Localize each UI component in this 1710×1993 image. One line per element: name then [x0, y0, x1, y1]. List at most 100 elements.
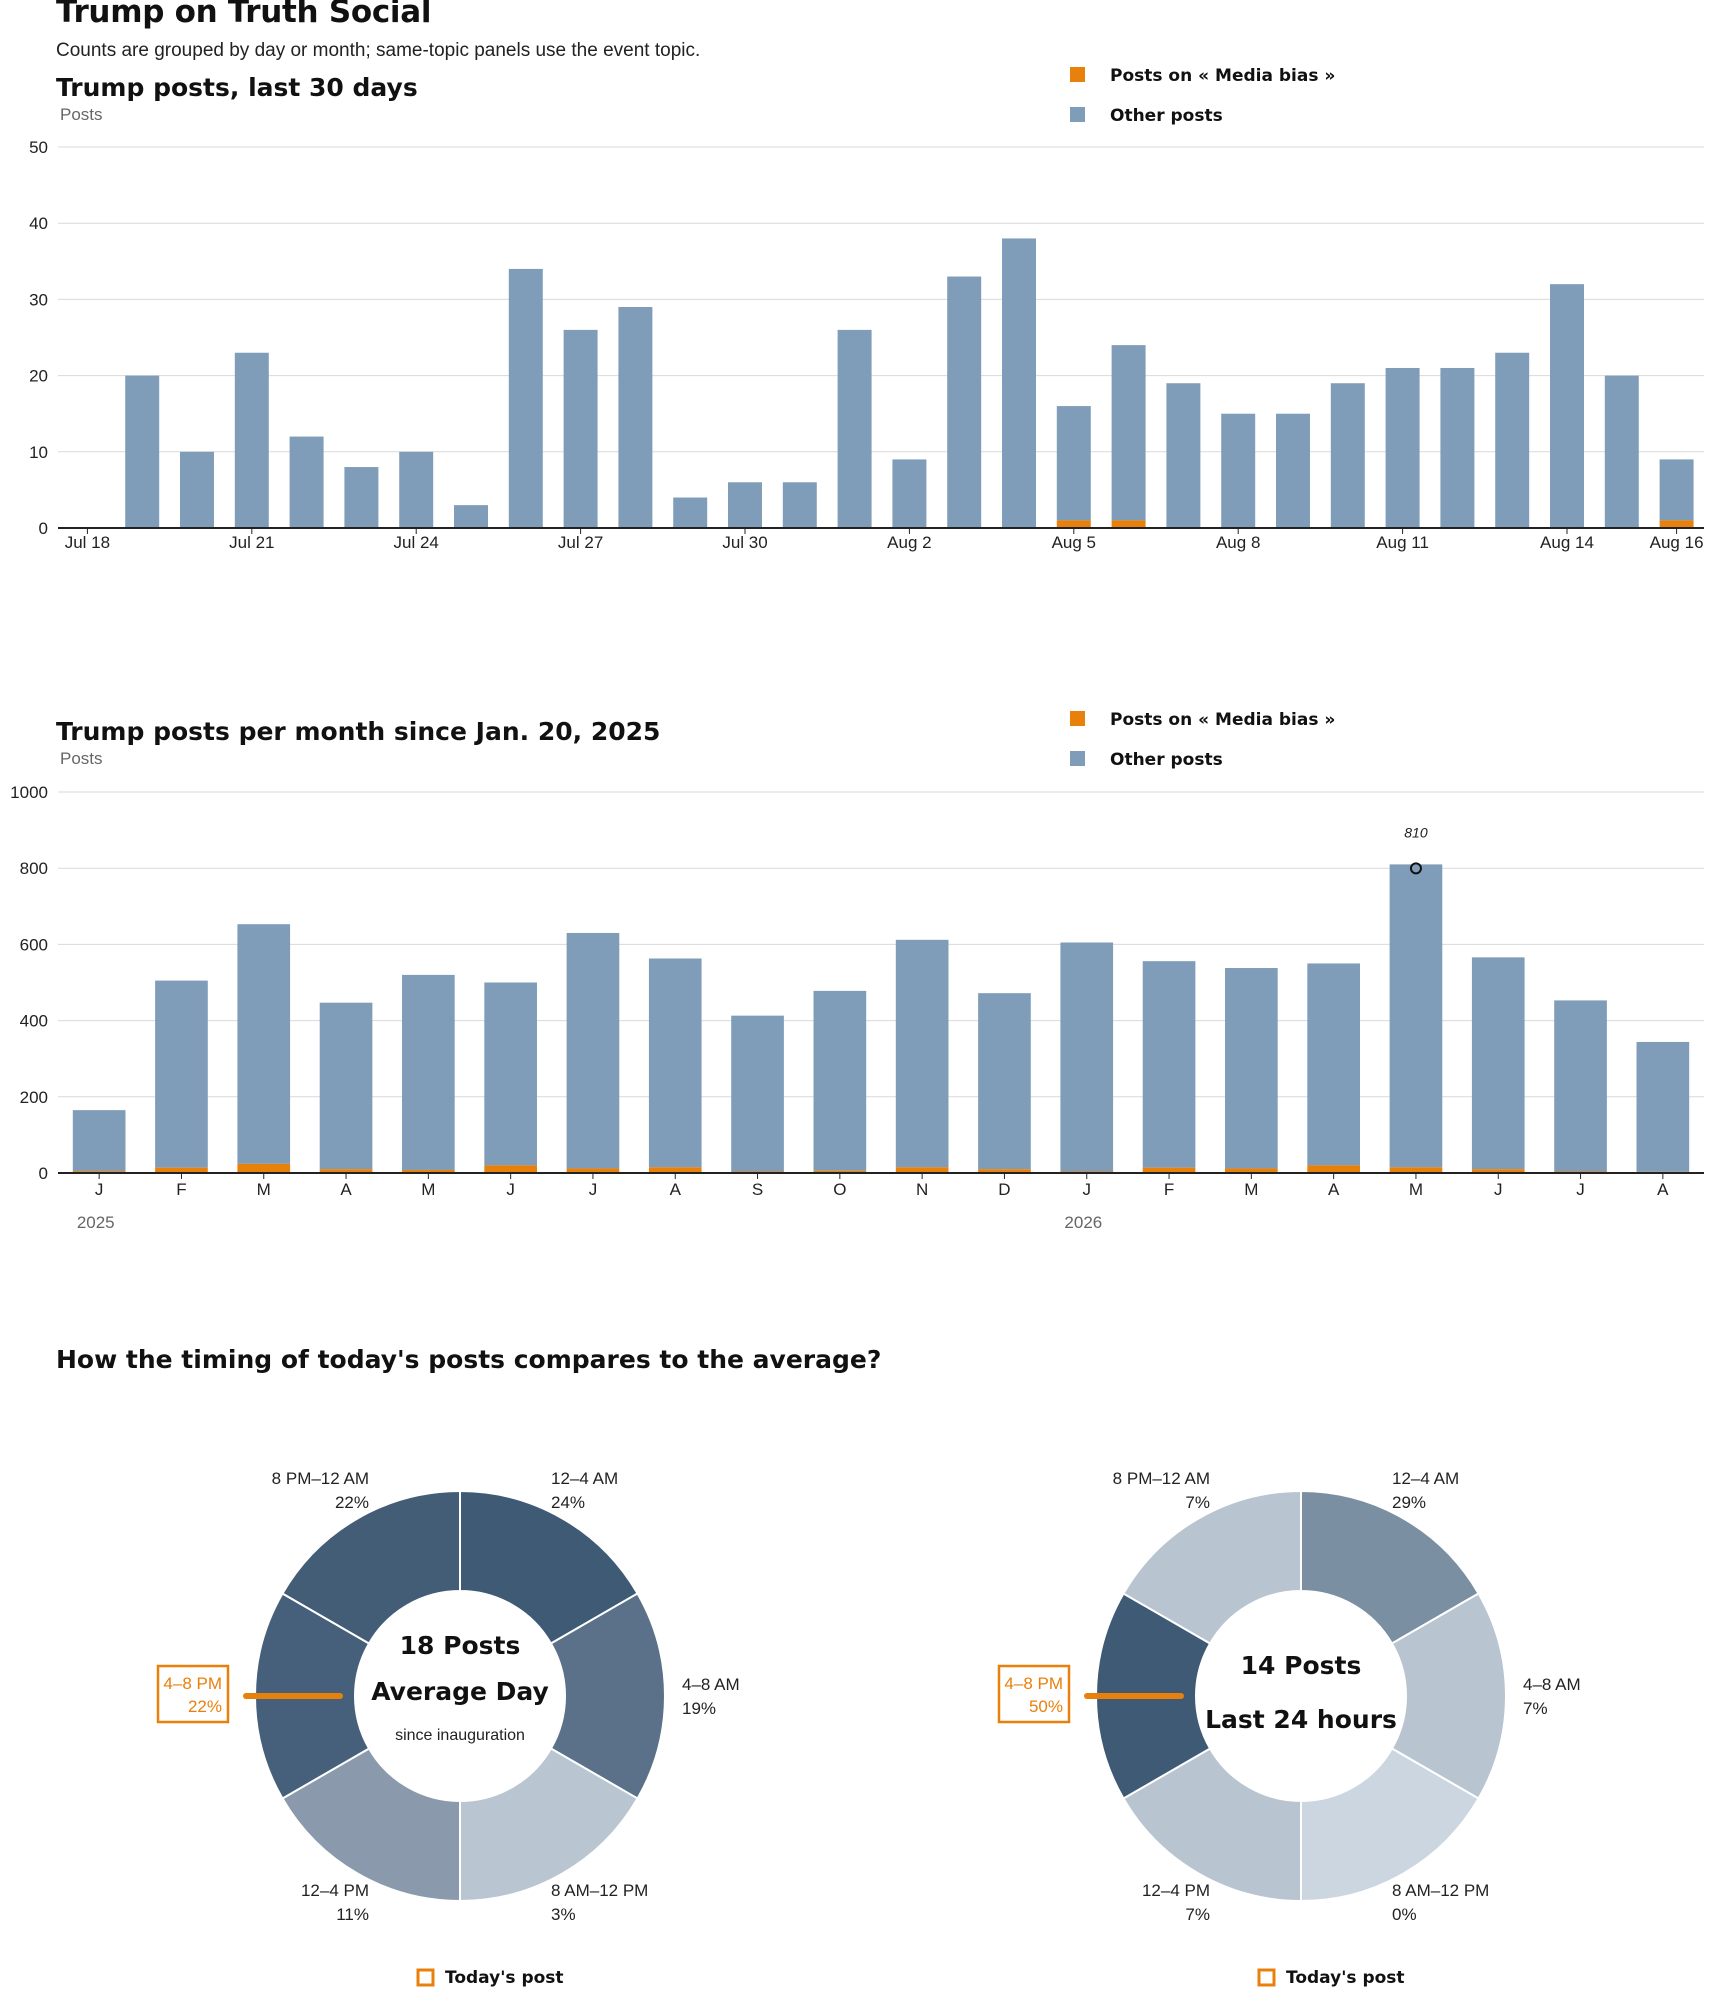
- bar-other-posts: [895, 939, 949, 1168]
- bar-other-posts: [125, 375, 160, 528]
- x-tick-label: J: [95, 1180, 104, 1199]
- bar-other-posts: [728, 482, 762, 528]
- bar-topic-posts: [813, 1170, 867, 1173]
- legend-label-topic: Posts on « Media bias »: [1110, 710, 1335, 730]
- today-legend-label: Today's post: [1286, 1968, 1405, 1988]
- segment-label-name: 12–4 AM: [1392, 1469, 1459, 1488]
- bar-other-posts: [1307, 963, 1360, 1166]
- bar-other-posts: [1385, 367, 1420, 528]
- x-tick-label: A: [670, 1180, 682, 1199]
- y-axis-label: Posts: [60, 749, 103, 768]
- bar-other-posts: [402, 974, 455, 1170]
- y-tick-label: 0: [39, 519, 48, 538]
- bar-other-posts: [1111, 345, 1146, 521]
- bar-other-posts: [319, 1002, 373, 1170]
- timing-title: How the timing of today's posts compares…: [56, 1345, 881, 1374]
- bar-other-posts: [1142, 961, 1196, 1168]
- page-title: Trump on Truth Social: [56, 0, 432, 30]
- segment-label-name: 4–8 PM: [163, 1674, 222, 1693]
- segment-label-value: 50%: [1029, 1697, 1063, 1716]
- bar-other-posts: [1330, 383, 1365, 528]
- bar-other-posts: [1166, 383, 1201, 528]
- year-label: 2025: [77, 1213, 115, 1232]
- bar-other-posts: [344, 467, 379, 528]
- today-legend-label: Today's post: [445, 1968, 564, 1988]
- bar-other-posts: [563, 329, 598, 528]
- page-subtitle: Counts are grouped by day or month; same…: [56, 40, 701, 61]
- segment-label-value: 7%: [1185, 1905, 1210, 1924]
- bar-topic-posts: [1111, 520, 1146, 528]
- segment-label-name: 12–4 PM: [301, 1881, 369, 1900]
- y-tick-label: 1000: [10, 783, 48, 802]
- donut-segment: [281, 1489, 461, 1645]
- y-tick-label: 10: [29, 443, 48, 462]
- x-tick-label: S: [752, 1180, 763, 1199]
- x-tick-label: Jul 24: [394, 533, 439, 552]
- donut-center-note: since inauguration: [395, 1727, 525, 1744]
- bar-other-posts: [1225, 968, 1278, 1169]
- x-tick-label: M: [1244, 1180, 1258, 1199]
- legend-swatch-other: [1070, 751, 1085, 766]
- legend-swatch-topic: [1070, 711, 1085, 726]
- x-tick-label: M: [257, 1180, 271, 1199]
- y-tick-label: 400: [20, 1012, 48, 1031]
- y-tick-label: 20: [29, 367, 48, 386]
- x-tick-label: Jul 27: [558, 533, 603, 552]
- bar-other-posts: [1056, 406, 1091, 521]
- x-tick-label: Aug 2: [887, 533, 931, 552]
- x-tick-label: F: [1164, 1180, 1174, 1199]
- bar-other-posts: [180, 451, 214, 528]
- x-tick-label: N: [916, 1180, 928, 1199]
- bar-other-posts: [813, 990, 867, 1171]
- y-tick-label: 40: [29, 214, 48, 233]
- donut-segment: [459, 1747, 639, 1903]
- segment-label-value: 22%: [188, 1697, 222, 1716]
- x-tick-label: O: [833, 1180, 846, 1199]
- monthly-posts-chart: Trump posts per month since Jan. 20, 202…: [10, 710, 1704, 1232]
- bar-other-posts: [234, 352, 269, 528]
- donut-segment: [459, 1489, 639, 1645]
- annotation-label: 810: [1404, 824, 1428, 840]
- bar-other-posts: [1495, 352, 1530, 528]
- x-tick-label: J: [1494, 1180, 1503, 1199]
- year-label: 2026: [1064, 1213, 1102, 1232]
- x-tick-label: J: [1083, 1180, 1092, 1199]
- y-tick-label: 30: [29, 290, 48, 309]
- bar-topic-posts: [978, 1169, 1031, 1173]
- legend-swatch-other: [1070, 107, 1085, 122]
- donut-segment: [1300, 1747, 1480, 1903]
- segment-label-value: 19%: [682, 1699, 716, 1718]
- bar-other-posts: [237, 924, 291, 1164]
- segment-label-value: 7%: [1523, 1699, 1548, 1718]
- highlight-box: [156, 1664, 230, 1724]
- bar-other-posts: [1060, 942, 1114, 1172]
- segment-label-value: 24%: [551, 1493, 585, 1512]
- today-legend-swatch: [416, 1968, 435, 1987]
- donut-segment: [549, 1592, 666, 1800]
- x-tick-label: Aug 16: [1650, 533, 1704, 552]
- bar-other-posts: [673, 497, 708, 528]
- bar-topic-posts: [1142, 1167, 1196, 1173]
- segment-label-value: 7%: [1185, 1493, 1210, 1512]
- x-tick-label: A: [1328, 1180, 1340, 1199]
- bar-other-posts: [454, 505, 488, 528]
- bar-other-posts: [399, 451, 434, 528]
- bar-other-posts: [618, 307, 653, 528]
- bar-other-posts: [1389, 864, 1443, 1168]
- legend-label-topic: Posts on « Media bias »: [1110, 66, 1335, 86]
- y-tick-label: 0: [39, 1164, 48, 1183]
- bar-topic-posts: [1225, 1168, 1278, 1173]
- segment-label-name: 8 PM–12 AM: [1113, 1469, 1210, 1488]
- bar-other-posts: [72, 1110, 126, 1172]
- donut-segment: [1390, 1592, 1508, 1800]
- today-legend-swatch: [1257, 1968, 1276, 1987]
- bar-topic-posts: [237, 1163, 291, 1173]
- bar-other-posts: [155, 980, 208, 1168]
- segment-label-name: 4–8 PM: [1004, 1674, 1063, 1693]
- bar-topic-posts: [1659, 520, 1694, 528]
- bar-other-posts: [1002, 238, 1036, 528]
- x-tick-label: Jul 18: [65, 533, 110, 552]
- bar-topic-posts: [1389, 1167, 1443, 1173]
- donut-segment: [281, 1747, 461, 1903]
- donut-center-count: 14 Posts: [1241, 1651, 1362, 1680]
